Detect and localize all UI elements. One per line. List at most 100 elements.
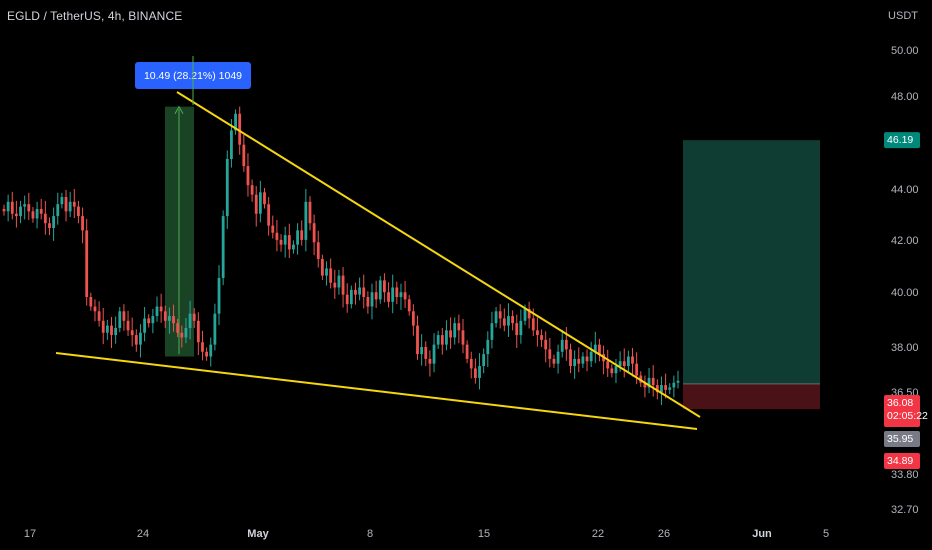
candle-body <box>188 313 192 328</box>
candle-body <box>250 185 254 195</box>
candle-body <box>312 223 316 243</box>
candle-body <box>502 318 506 326</box>
candle-body <box>279 239 283 245</box>
candle-body <box>308 201 312 224</box>
candle-body <box>192 313 196 321</box>
candle-body <box>85 230 89 298</box>
target-zone[interactable] <box>683 140 820 384</box>
candle-body <box>300 230 304 240</box>
last-price-label-bg <box>884 395 920 427</box>
candle-body <box>81 216 84 231</box>
candle-body <box>354 289 357 295</box>
candle-body <box>610 368 614 374</box>
candle-body <box>52 216 56 228</box>
candle-body <box>440 335 444 345</box>
candle-body <box>77 206 80 217</box>
candle-body <box>246 166 250 186</box>
candle-body <box>647 377 651 388</box>
candle-body <box>225 158 229 217</box>
candle-body <box>320 258 324 276</box>
candle-body <box>536 330 539 336</box>
candle-body <box>147 318 151 324</box>
stop-zone[interactable] <box>683 383 820 410</box>
candle-body <box>635 363 639 376</box>
candle-body <box>548 349 552 359</box>
candle-body <box>254 194 258 214</box>
candle-body <box>465 344 469 359</box>
last-price-label-text: 02:05:22 <box>887 410 928 422</box>
candle-body <box>68 201 72 212</box>
candle-body <box>349 289 353 305</box>
time-tick-label: 22 <box>592 528 604 540</box>
candle-body <box>569 349 572 367</box>
candle-body <box>205 351 209 357</box>
candle-body <box>217 277 221 314</box>
candle-body <box>114 327 118 336</box>
candle-body <box>540 335 543 340</box>
candle-body <box>242 144 246 167</box>
chart-title: EGLD / TetherUS, 4h, BINANCE <box>7 9 183 23</box>
candle-body <box>564 339 568 350</box>
time-tick-label: 26 <box>658 528 670 540</box>
candle-body <box>329 268 333 283</box>
candle-body <box>486 339 490 355</box>
candle-body <box>345 294 349 305</box>
entry-price-label-bg <box>884 431 920 447</box>
candle-body <box>519 320 523 336</box>
candle-body <box>43 213 47 224</box>
price-tick-label: 48.00 <box>891 91 919 103</box>
candle-body <box>366 297 370 307</box>
candle-body <box>660 385 663 393</box>
time-tick-label: 8 <box>367 528 373 540</box>
candle-body <box>134 335 138 345</box>
last-price-label-text: 36.08 <box>887 397 913 409</box>
candle-body <box>213 313 217 345</box>
target-price-label: 46.19 <box>884 132 920 149</box>
candle-body <box>2 208 6 212</box>
candle-body <box>39 208 43 214</box>
candle-body <box>126 320 130 331</box>
candle-body <box>651 377 655 386</box>
candle-body <box>180 332 184 338</box>
candle-body <box>101 320 105 333</box>
candle-body <box>151 316 155 324</box>
candle-body <box>370 292 374 307</box>
candle-body <box>304 201 308 240</box>
candle-body <box>527 308 531 319</box>
candle-body <box>490 323 494 340</box>
candle-body <box>130 330 134 336</box>
candle-body <box>167 316 171 321</box>
candle-body <box>672 382 676 388</box>
candle-body <box>478 366 481 378</box>
candle-body <box>378 280 382 300</box>
target-price-label-text: 46.19 <box>887 134 913 146</box>
entry-price-label-text: 35.95 <box>887 433 913 445</box>
candle-body <box>341 275 345 295</box>
candle-body <box>411 311 415 326</box>
candle-body <box>296 230 299 245</box>
candle-body <box>72 201 76 207</box>
candle-body <box>139 332 142 345</box>
stop-price-label: 34.89 <box>884 453 920 469</box>
trendline-upper-resistance[interactable] <box>176 91 701 418</box>
candle-body <box>19 206 22 217</box>
candle-body <box>676 380 680 383</box>
candle-body <box>263 192 266 205</box>
candle-body <box>362 287 366 298</box>
currency-label: USDT <box>888 10 918 22</box>
candle-body <box>230 130 233 159</box>
candle-body <box>196 320 200 343</box>
time-tick-label: Jun <box>752 528 772 540</box>
time-tick-label: 5 <box>823 528 829 540</box>
candle-body <box>614 366 618 374</box>
candle-body <box>399 292 403 298</box>
candle-body <box>122 311 126 321</box>
time-tick-label: May <box>247 528 269 540</box>
candle-body <box>507 316 510 326</box>
candle-body <box>403 292 407 300</box>
candle-body <box>416 325 419 355</box>
candle-body <box>482 354 486 367</box>
trendline-lower-support[interactable] <box>55 352 698 430</box>
